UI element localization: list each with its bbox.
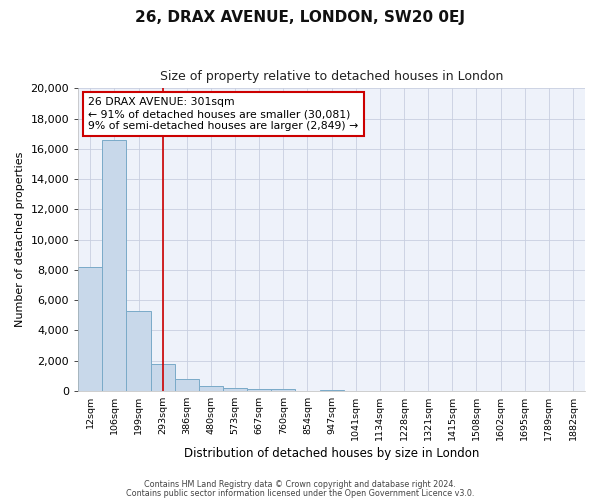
Bar: [199, 386, 223, 391]
X-axis label: Distribution of detached houses by size in London: Distribution of detached houses by size …: [184, 447, 479, 460]
Bar: [103, 140, 127, 391]
Bar: [271, 390, 295, 391]
Bar: [151, 364, 175, 391]
Bar: [320, 390, 344, 391]
Bar: [78, 267, 103, 391]
Bar: [223, 388, 247, 391]
Text: Contains HM Land Registry data © Crown copyright and database right 2024.: Contains HM Land Registry data © Crown c…: [144, 480, 456, 489]
Bar: [247, 388, 271, 391]
Bar: [127, 310, 151, 391]
Title: Size of property relative to detached houses in London: Size of property relative to detached ho…: [160, 70, 503, 83]
Y-axis label: Number of detached properties: Number of detached properties: [15, 152, 25, 328]
Text: 26 DRAX AVENUE: 301sqm
← 91% of detached houses are smaller (30,081)
9% of semi-: 26 DRAX AVENUE: 301sqm ← 91% of detached…: [88, 98, 359, 130]
Bar: [175, 379, 199, 391]
Text: 26, DRAX AVENUE, LONDON, SW20 0EJ: 26, DRAX AVENUE, LONDON, SW20 0EJ: [135, 10, 465, 25]
Text: Contains public sector information licensed under the Open Government Licence v3: Contains public sector information licen…: [126, 488, 474, 498]
